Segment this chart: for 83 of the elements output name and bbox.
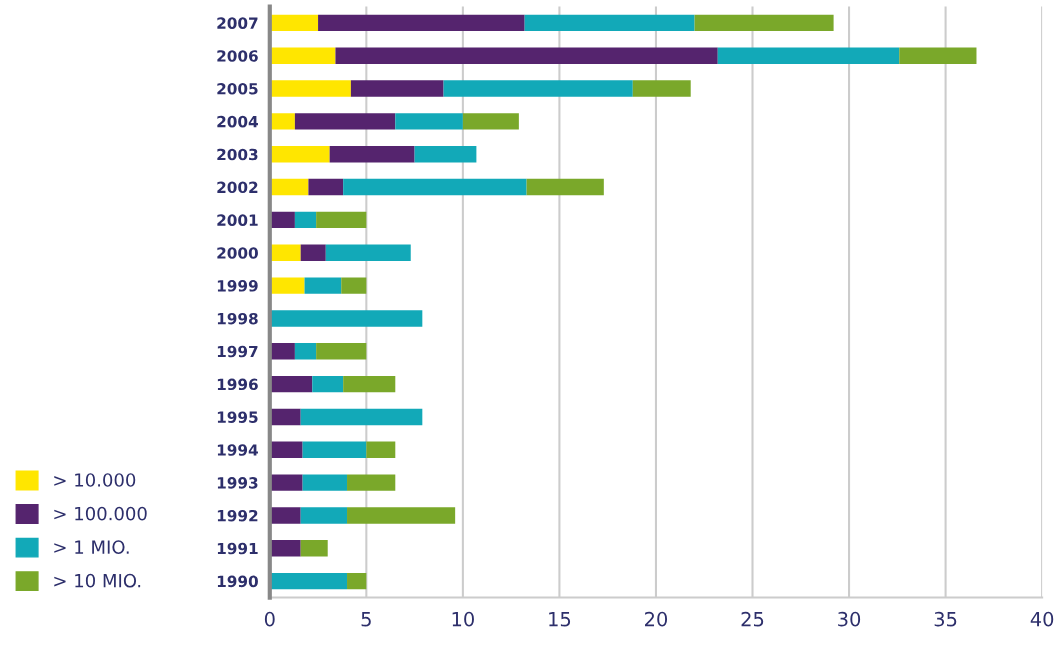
bar bbox=[316, 343, 367, 360]
bar bbox=[717, 47, 900, 64]
bar bbox=[269, 408, 301, 426]
legend-label: > 100.000 bbox=[54, 506, 147, 521]
bar bbox=[443, 80, 633, 97]
y-tick-label: 1993 bbox=[217, 477, 258, 489]
bar bbox=[300, 244, 326, 261]
legend-label: > 1 MIO. bbox=[54, 540, 129, 554]
bar bbox=[269, 277, 305, 294]
bar bbox=[526, 178, 604, 196]
bar bbox=[269, 441, 303, 458]
bar bbox=[269, 47, 336, 64]
x-tick-label: 35 bbox=[934, 611, 957, 627]
bar bbox=[269, 244, 301, 261]
x-tick-label: 0 bbox=[264, 611, 275, 627]
x-tick-label: 20 bbox=[645, 611, 668, 627]
bar bbox=[294, 343, 317, 360]
y-tick-label: 2005 bbox=[217, 83, 258, 95]
y-tick-label: 1996 bbox=[217, 378, 258, 391]
bar bbox=[269, 572, 348, 590]
x-tick-label: 40 bbox=[1030, 611, 1054, 627]
bar bbox=[269, 14, 319, 32]
y-tick-label: 2000 bbox=[217, 247, 258, 259]
y-tick-label: 1991 bbox=[217, 542, 258, 555]
y-tick-label: 1992 bbox=[217, 509, 258, 522]
bar bbox=[269, 310, 423, 327]
y-tick-label: 1995 bbox=[217, 411, 258, 423]
bar bbox=[414, 146, 477, 163]
bar bbox=[524, 14, 695, 32]
bar bbox=[269, 540, 301, 557]
bar bbox=[302, 474, 348, 491]
bar bbox=[632, 80, 691, 97]
bar bbox=[347, 474, 396, 491]
bar bbox=[899, 47, 977, 64]
bar bbox=[302, 441, 367, 458]
bar bbox=[300, 540, 328, 557]
bar bbox=[347, 572, 367, 590]
bar bbox=[294, 113, 396, 130]
bar bbox=[269, 375, 313, 393]
bar bbox=[316, 211, 367, 229]
x-tick-label: 5 bbox=[361, 612, 371, 627]
bar bbox=[269, 507, 301, 524]
legend-label: > 10 MIO. bbox=[54, 573, 141, 588]
bar bbox=[269, 80, 351, 97]
bar bbox=[269, 474, 303, 491]
y-tick-label: 2004 bbox=[217, 115, 258, 128]
bar bbox=[269, 146, 330, 163]
legend-label: > 10.000 bbox=[54, 473, 136, 487]
bar bbox=[395, 113, 463, 130]
bar bbox=[304, 277, 342, 294]
bar bbox=[269, 178, 309, 196]
y-tick-label: 1994 bbox=[217, 444, 258, 456]
bar bbox=[308, 178, 344, 196]
bar bbox=[329, 146, 415, 163]
bar bbox=[366, 441, 396, 458]
x-tick-label: 15 bbox=[549, 612, 571, 627]
y-tick-label: 1997 bbox=[217, 345, 258, 358]
bar bbox=[694, 14, 834, 32]
bar bbox=[343, 178, 527, 196]
bar bbox=[312, 375, 344, 393]
y-tick-label: 2006 bbox=[217, 50, 258, 62]
y-tick-label: 2002 bbox=[217, 181, 258, 194]
bar bbox=[325, 244, 411, 261]
bar bbox=[341, 277, 367, 294]
bar bbox=[347, 507, 456, 524]
y-tick-label: 2003 bbox=[217, 148, 258, 161]
bar bbox=[294, 211, 317, 229]
y-tick-label: 1999 bbox=[217, 280, 258, 292]
bar bbox=[269, 113, 295, 130]
x-tick-label: 30 bbox=[838, 611, 861, 627]
y-tick-label: 1998 bbox=[217, 312, 258, 325]
y-tick-label: 2001 bbox=[217, 214, 258, 226]
x-tick-label: 25 bbox=[741, 611, 764, 627]
bar bbox=[350, 80, 444, 97]
bar bbox=[300, 507, 348, 524]
bar bbox=[300, 408, 423, 426]
bar bbox=[318, 14, 525, 32]
y-tick-label: 1990 bbox=[217, 575, 258, 588]
bar bbox=[462, 113, 519, 130]
bar bbox=[335, 47, 718, 64]
y-tick-label: 2007 bbox=[217, 17, 258, 29]
x-tick-label: 10 bbox=[452, 611, 474, 627]
bar bbox=[343, 375, 396, 393]
